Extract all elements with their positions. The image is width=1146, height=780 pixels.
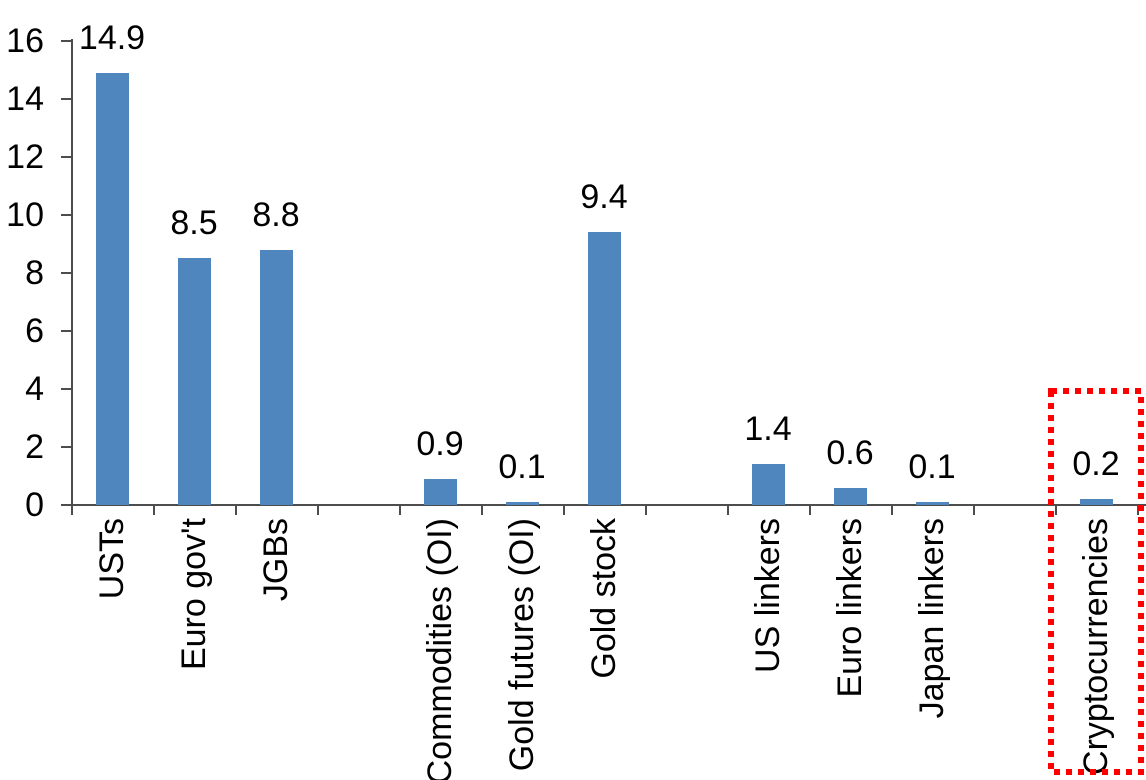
bar-usts bbox=[95, 73, 129, 505]
bar-us-linkers bbox=[751, 464, 785, 505]
category-label-commodities-oi: Commodities (OI) bbox=[421, 518, 459, 780]
category-label-euro-linkers: Euro linkers bbox=[831, 518, 869, 698]
bar-value-label-euro-linkers: 0.6 bbox=[826, 434, 874, 472]
bar-value-label-euro-gov-t: 8.5 bbox=[170, 204, 218, 242]
y-tick-mark bbox=[61, 156, 71, 158]
x-tick-mark bbox=[153, 505, 155, 515]
x-tick-mark bbox=[727, 505, 729, 515]
bar-value-label-japan-linkers: 0.1 bbox=[908, 448, 956, 486]
y-axis-label-14: 14 bbox=[6, 80, 44, 118]
bar-cryptocurrencies bbox=[1079, 499, 1113, 505]
y-tick-mark bbox=[61, 40, 71, 42]
category-label-gold-stock: Gold stock bbox=[585, 518, 623, 679]
y-axis-label-2: 2 bbox=[25, 428, 44, 466]
category-label-usts: USTs bbox=[93, 518, 131, 600]
bar-value-label-gold-futures-oi: 0.1 bbox=[498, 448, 546, 486]
x-tick-mark bbox=[563, 505, 565, 515]
y-tick-mark bbox=[61, 98, 71, 100]
y-tick-mark bbox=[61, 504, 71, 506]
x-tick-mark bbox=[399, 505, 401, 515]
x-tick-mark bbox=[973, 505, 975, 515]
y-axis-label-0: 0 bbox=[25, 486, 44, 524]
y-axis-label-12: 12 bbox=[6, 138, 44, 176]
x-tick-mark bbox=[71, 505, 73, 515]
category-label-jgbs: JGBs bbox=[257, 518, 295, 602]
bar-euro-gov-t bbox=[177, 258, 211, 505]
x-tick-mark bbox=[645, 505, 647, 515]
bar-value-label-jgbs: 8.8 bbox=[252, 196, 300, 234]
bar-jgbs bbox=[259, 250, 293, 505]
x-tick-mark bbox=[317, 505, 319, 515]
y-tick-mark bbox=[61, 272, 71, 274]
bar-value-label-us-linkers: 1.4 bbox=[744, 410, 792, 448]
category-label-cryptocurrencies: Cryptocurrencies bbox=[1077, 518, 1115, 775]
bar-value-label-cryptocurrencies: 0.2 bbox=[1072, 445, 1120, 483]
category-label-gold-futures-oi: Gold futures (OI) bbox=[503, 518, 541, 772]
y-axis-label-8: 8 bbox=[25, 254, 44, 292]
x-tick-mark bbox=[891, 505, 893, 515]
x-tick-mark bbox=[809, 505, 811, 515]
y-axis-label-10: 10 bbox=[6, 196, 44, 234]
x-tick-mark bbox=[1137, 505, 1139, 515]
x-tick-mark bbox=[235, 505, 237, 515]
category-label-euro-gov-t: Euro gov't bbox=[175, 518, 213, 671]
bar-value-label-gold-stock: 9.4 bbox=[580, 178, 628, 216]
category-label-us-linkers: US linkers bbox=[749, 518, 787, 673]
y-tick-mark bbox=[61, 446, 71, 448]
x-tick-mark bbox=[481, 505, 483, 515]
bar-japan-linkers bbox=[915, 502, 949, 505]
bar-gold-stock bbox=[587, 232, 621, 505]
y-axis-label-4: 4 bbox=[25, 370, 44, 408]
x-tick-mark bbox=[1055, 505, 1057, 515]
y-axis-line bbox=[71, 39, 73, 507]
y-tick-mark bbox=[61, 214, 71, 216]
y-axis-label-6: 6 bbox=[25, 312, 44, 350]
bar-value-label-commodities-oi: 0.9 bbox=[416, 425, 464, 463]
bar-euro-linkers bbox=[833, 488, 867, 505]
bar-value-label-usts: 14.9 bbox=[78, 19, 146, 57]
y-axis-label-16: 16 bbox=[6, 22, 44, 60]
bar-commodities-oi bbox=[423, 479, 457, 505]
y-tick-mark bbox=[61, 330, 71, 332]
x-axis-line bbox=[71, 504, 1146, 506]
y-tick-mark bbox=[61, 388, 71, 390]
category-label-japan-linkers: Japan linkers bbox=[913, 518, 951, 719]
bar-gold-futures-oi bbox=[505, 502, 539, 505]
